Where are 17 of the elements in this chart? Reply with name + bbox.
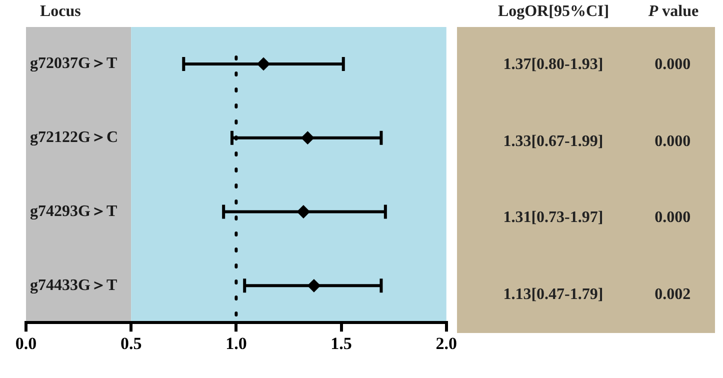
point xyxy=(307,279,320,292)
y-tick-label: g74293G＞T xyxy=(30,202,118,220)
x-tick-label: 1.0 xyxy=(226,334,247,354)
x-tick-label: 2.0 xyxy=(436,334,457,354)
y-tick-label: g74433G＞T xyxy=(30,276,118,294)
point xyxy=(296,205,310,218)
x-tick-label: 0.0 xyxy=(15,334,37,354)
point xyxy=(257,57,270,70)
x-tick-label: 1.5 xyxy=(330,334,352,354)
point xyxy=(301,131,314,144)
y-axis-title: Locus xyxy=(40,3,81,21)
x-tick-label: 0.5 xyxy=(120,334,142,354)
y-tick-label: g72122G＞C xyxy=(30,128,118,146)
text: LogOR[95%CI] xyxy=(498,3,610,20)
text: P value xyxy=(648,3,699,20)
y-tick-label: g72037G＞T xyxy=(30,55,118,72)
table-panel: 1.37[0.80-1.93] 0.000 1.33[0.67-1.99] 0.000 1.31[0.73-1.97] 0.000 1.13[0.47-1.79] 0.002 xyxy=(457,27,715,333)
